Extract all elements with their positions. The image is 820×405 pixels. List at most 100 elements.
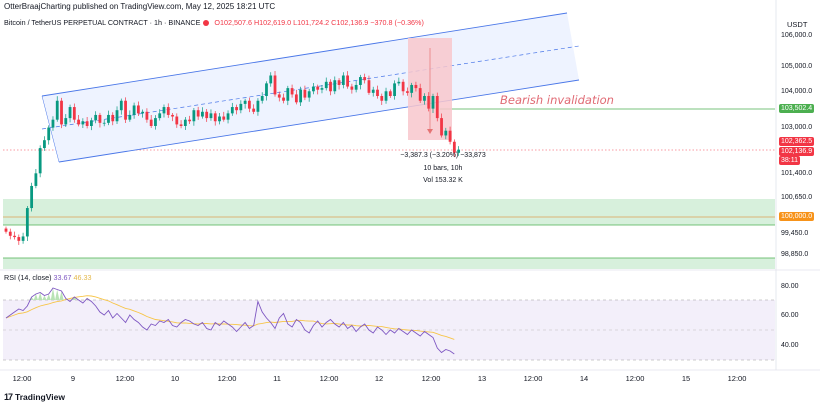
candle-body (90, 120, 93, 126)
candle-body (30, 185, 34, 209)
symbol-name[interactable]: Bitcoin / TetherUS PERPETUAL CONTRACT · … (4, 18, 201, 27)
candle-body (136, 105, 140, 114)
candle-body (418, 88, 422, 101)
candle-body (81, 121, 85, 125)
candle-body (205, 111, 209, 119)
candle-body (290, 88, 294, 95)
candle-body (209, 113, 213, 119)
price-axis-label: 98,850.0 (781, 251, 809, 258)
candle-body (337, 80, 341, 85)
candle-body (235, 107, 238, 111)
candle-body (265, 83, 268, 97)
candle-body (303, 89, 307, 98)
rsi-ma-value: 46.33 (73, 273, 92, 282)
candle-body (277, 94, 281, 98)
bar-countdown-tag: 38:11 (779, 156, 800, 165)
price-axis-label: 103,000.0 (781, 124, 813, 131)
ohlc-close: C102,136.9 (331, 18, 369, 27)
price-axis-label: 101,400.0 (781, 170, 813, 177)
candle-body (85, 121, 89, 126)
support-price-tag: 100,000.0 (779, 212, 815, 221)
candle-body (239, 103, 243, 111)
candle-body (320, 88, 324, 90)
candle-body (47, 127, 51, 141)
candle-body (4, 228, 8, 232)
candle-body (452, 141, 456, 153)
candle-body (401, 81, 405, 92)
candle-body (119, 100, 123, 111)
candle-body (60, 100, 63, 125)
candle-body (43, 140, 46, 149)
time-axis-label: 14 (579, 374, 589, 383)
candle-body (21, 236, 25, 241)
candle-body (414, 84, 418, 89)
candle-body (179, 124, 183, 126)
time-axis-label: 12:00 (421, 374, 441, 383)
candle-body (25, 208, 29, 237)
candle-body (457, 149, 461, 153)
time-axis-label: 13 (477, 374, 487, 383)
channel-fill (42, 13, 579, 162)
candle-body (107, 114, 110, 123)
candle-body (17, 237, 21, 241)
candle-body (380, 96, 384, 101)
bearish-invalidation-text: Bearish invalidation (500, 93, 614, 107)
tradingview-logo-icon: 17 (4, 392, 13, 402)
measure-bars: 10 bars, 10h (423, 165, 463, 172)
time-axis-label: 12:00 (115, 374, 135, 383)
time-axis-label: 12 (374, 374, 384, 383)
level-price-tag: 103,502.4 (779, 104, 815, 113)
candle-body (384, 91, 388, 101)
candles-group (4, 71, 461, 245)
candle-body (260, 96, 264, 101)
candle-body (350, 86, 354, 90)
market-status-dot (203, 20, 210, 27)
channel-upper-line (41, 12, 568, 97)
candle-body (171, 114, 174, 117)
time-axis-label: 10 (170, 374, 180, 383)
channel-left-edge (41, 95, 60, 163)
measure-change: −3,387.3 (−3.20%) −33,873 (400, 152, 486, 159)
candle-body (68, 107, 72, 119)
time-axis-label: 12:00 (12, 374, 32, 383)
time-axis-label: 12:00 (625, 374, 645, 383)
ohlc-open: O102,507.6 (214, 18, 252, 27)
ohlc-change: −370.8 (−0.36%) (370, 18, 424, 27)
candle-body (367, 80, 371, 93)
candle-body (102, 122, 106, 124)
candle-body (8, 231, 12, 236)
candle-body (13, 235, 16, 238)
candle-body (38, 148, 42, 174)
price-axis-label: 104,000.0 (781, 88, 813, 95)
candle-body (354, 84, 358, 90)
candle-body (64, 118, 68, 125)
candle-body (222, 116, 226, 120)
candle-body (149, 119, 153, 126)
candle-body (141, 111, 145, 114)
candle-body (72, 107, 76, 120)
currency-label[interactable]: USDT (787, 20, 808, 29)
candle-body (55, 100, 59, 120)
rsi-legend[interactable]: RSI (14, close) 33.67 46.33 (4, 273, 92, 282)
candle-body (201, 111, 204, 117)
candle-body (158, 113, 162, 119)
price-axis-label: 106,000.0 (781, 32, 813, 39)
candle-body (145, 111, 149, 120)
candle-body (128, 114, 132, 120)
support-zone-lower (3, 258, 775, 269)
candle-body (393, 83, 396, 97)
candle-body (435, 96, 439, 119)
candle-body (111, 114, 115, 122)
candle-body (256, 100, 260, 112)
time-axis-label: 9 (70, 374, 76, 383)
time-axis-label: 11 (273, 374, 281, 383)
time-axis-label: 12:00 (217, 374, 237, 383)
symbol-info-bar: Bitcoin / TetherUS PERPETUAL CONTRACT · … (4, 18, 424, 27)
rsi-axis-label: 80.00 (781, 283, 799, 290)
candle-body (175, 116, 179, 125)
candle-body (312, 86, 315, 92)
candle-body (166, 107, 170, 115)
candle-body (51, 119, 55, 128)
tradingview-footer[interactable]: 17 TradingView (4, 392, 65, 402)
